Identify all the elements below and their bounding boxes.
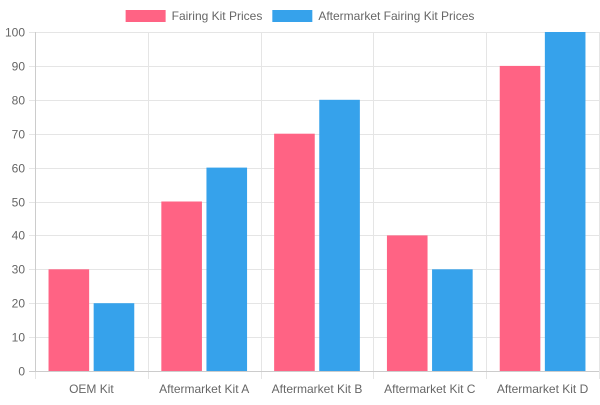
y-tick-label: 50 [12, 196, 26, 210]
bar-fairing-0[interactable] [48, 269, 90, 371]
bar-aftermarket-0[interactable] [93, 303, 135, 371]
axes: 0 10 20 30 40 50 60 70 80 90 100 OEM Kit Aftermarket… [5, 26, 599, 396]
legend-label: Aftermarket Fairing Kit Prices [318, 9, 474, 23]
y-tick-label: 100 [5, 26, 25, 40]
bar-aftermarket-3[interactable] [432, 269, 473, 371]
bar-aftermarket-2[interactable] [319, 99, 360, 372]
legend-swatch [125, 10, 166, 22]
legend-item-fairing[interactable]: Fairing Kit Prices [125, 9, 263, 23]
x-tick-label: Aftermarket Kit D [497, 382, 589, 396]
legend[interactable]: Fairing Kit Prices Aftermarket Fairing Ki… [125, 9, 475, 23]
x-tick-label: Aftermarket Kit B [272, 382, 363, 396]
legend-item-aftermarket[interactable]: Aftermarket Fairing Kit Prices [272, 9, 474, 23]
y-tick-label: 10 [12, 331, 26, 345]
x-tick-label: OEM Kit [69, 382, 114, 396]
bar-aftermarket-1[interactable] [206, 167, 248, 371]
legend-swatch [272, 10, 313, 22]
y-tick-label: 60 [12, 162, 26, 176]
y-tick-label: 90 [12, 60, 26, 74]
y-tick-label: 40 [12, 229, 26, 243]
x-tick-label: Aftermarket Kit A [159, 382, 249, 396]
y-tick-label: 0 [18, 365, 25, 379]
y-tick-label: 70 [12, 128, 26, 142]
y-tick-label: 20 [12, 297, 26, 311]
bar-fairing-2[interactable] [274, 133, 315, 371]
bars [48, 32, 586, 372]
bar-fairing-1[interactable] [161, 201, 202, 372]
y-tick-label: 30 [12, 263, 26, 277]
bar-fairing-4[interactable] [499, 65, 541, 372]
x-tick-label: Aftermarket Kit C [384, 382, 476, 396]
legend-label: Fairing Kit Prices [172, 9, 263, 23]
bar-fairing-3[interactable] [386, 235, 428, 371]
y-tick-label: 80 [12, 94, 26, 108]
bar-aftermarket-4[interactable] [544, 32, 586, 371]
